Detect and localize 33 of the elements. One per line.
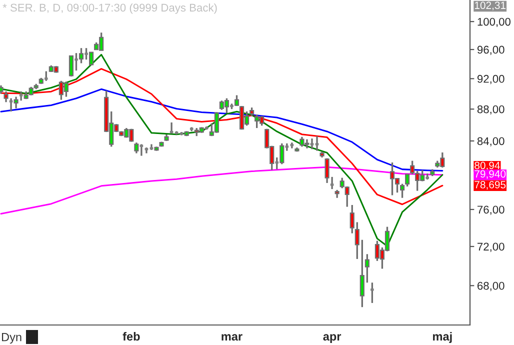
text: 102,31 [474,2,506,10]
candlestick [14,96,18,110]
y-tick-label: 72,00 [478,242,504,252]
candlestick [360,239,364,308]
y-tick-label: 76,00 [478,206,504,215]
candlestick [354,221,360,260]
y-tick-label: 68,00 [478,282,504,292]
text: 78,695 [474,181,506,190]
y-tick-label: 100,00 [478,18,510,28]
candlestick [280,142,284,165]
candlestick [89,52,94,66]
x-tick-label: feb [122,332,140,341]
candlestick [78,47,84,64]
chart-title: * SER. B, D, 09:00-17:30 (9999 Days Back) [2,3,217,14]
x-tick-label: maj [433,332,452,343]
candlestick [400,182,405,199]
candlestick [364,253,370,284]
y-tick-label: 84,00 [477,137,504,146]
y-tick-label: 88,00 [477,105,504,115]
candlestick [234,94,240,107]
candlestick [134,142,139,154]
candlestick [68,55,74,78]
candlestick [350,204,354,234]
text: 80,94 [474,162,500,170]
x-tick-label: apr [323,334,342,343]
y-tick-label: 92,00 [477,74,504,84]
candlestick [405,174,410,188]
y-tick-label: 96,00 [477,46,504,55]
x-tick-label: mar [222,334,242,341]
line-series [0,88,444,172]
text: 79,940 [474,170,506,179]
text: Dyn [2,333,22,344]
line-series [0,68,444,206]
